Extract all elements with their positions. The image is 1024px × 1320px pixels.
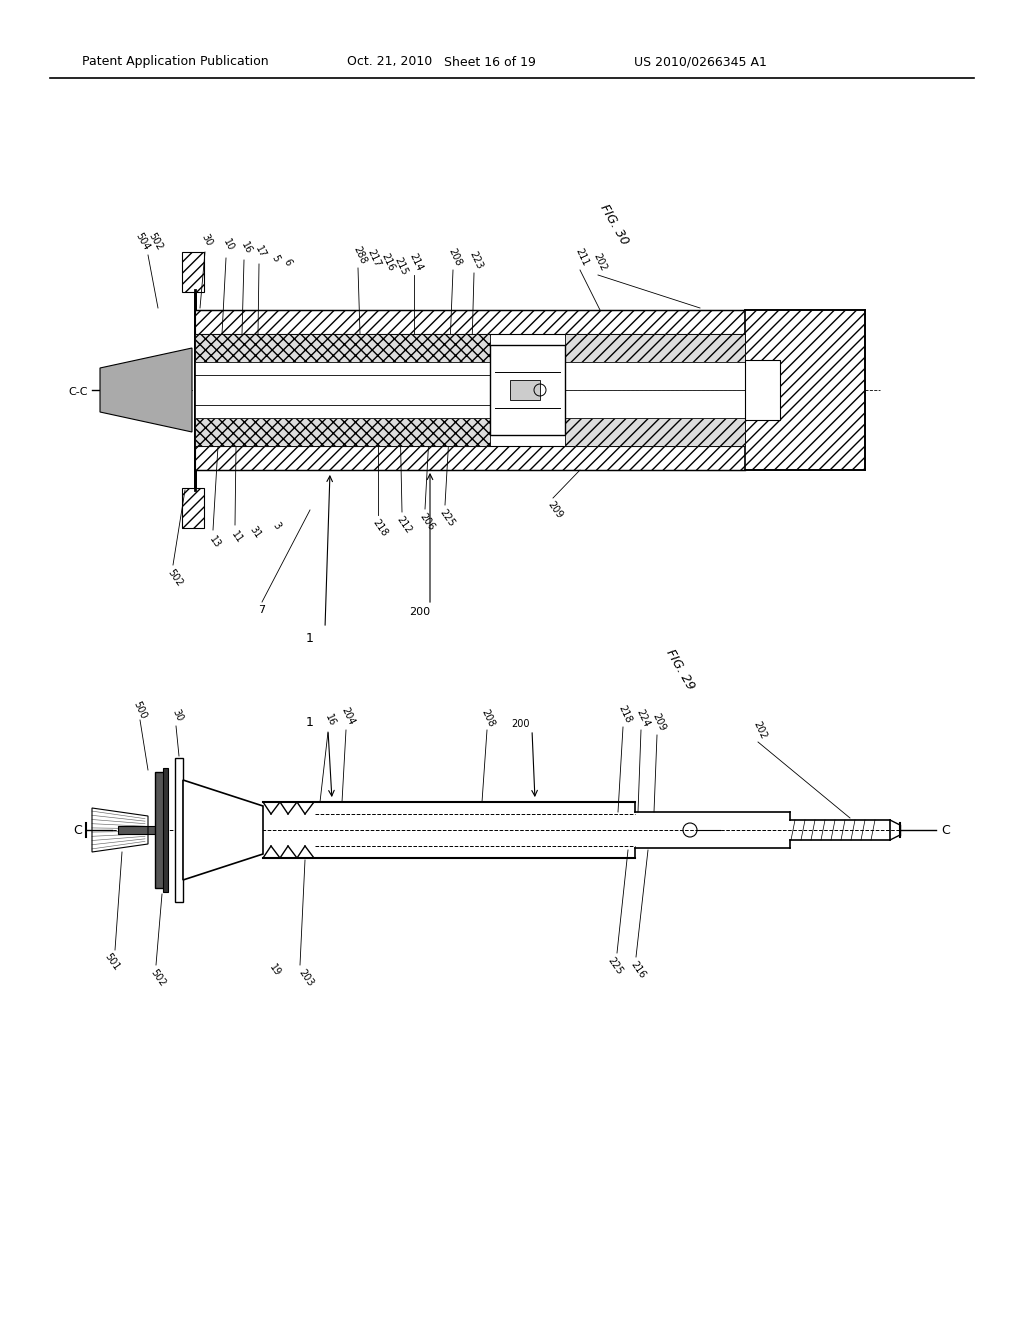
Bar bbox=[195, 446, 745, 470]
Text: 203: 203 bbox=[297, 968, 315, 989]
Text: 202: 202 bbox=[592, 251, 608, 272]
Text: 216: 216 bbox=[629, 960, 647, 981]
Text: 288: 288 bbox=[351, 244, 369, 265]
Bar bbox=[565, 389, 745, 418]
Text: C-C: C-C bbox=[69, 387, 88, 397]
Text: 225: 225 bbox=[437, 507, 457, 528]
Text: 215: 215 bbox=[392, 256, 410, 277]
Bar bbox=[163, 768, 168, 892]
Text: 225: 225 bbox=[605, 956, 625, 977]
Text: 202: 202 bbox=[752, 719, 768, 741]
Text: 11: 11 bbox=[229, 529, 245, 545]
Bar bbox=[118, 826, 165, 834]
Text: 31: 31 bbox=[248, 524, 262, 540]
Text: 16: 16 bbox=[239, 240, 253, 256]
Text: FIG. 30: FIG. 30 bbox=[597, 202, 631, 248]
Text: Oct. 21, 2010: Oct. 21, 2010 bbox=[347, 55, 432, 69]
Text: 502: 502 bbox=[146, 231, 164, 252]
Text: 223: 223 bbox=[468, 249, 484, 271]
Bar bbox=[565, 362, 745, 389]
Bar bbox=[175, 758, 183, 902]
Text: 19: 19 bbox=[267, 962, 283, 978]
Text: 500: 500 bbox=[131, 700, 148, 721]
Text: 7: 7 bbox=[258, 605, 265, 615]
Text: 502: 502 bbox=[166, 568, 184, 589]
Bar bbox=[510, 380, 540, 400]
Bar bbox=[745, 360, 780, 420]
Text: 501: 501 bbox=[102, 952, 122, 973]
Bar bbox=[490, 345, 565, 436]
Text: 218: 218 bbox=[371, 517, 389, 539]
Text: C: C bbox=[942, 824, 950, 837]
Bar bbox=[155, 772, 165, 888]
Text: Sheet 16 of 19: Sheet 16 of 19 bbox=[444, 55, 536, 69]
Text: 224: 224 bbox=[635, 708, 651, 729]
Bar bbox=[182, 488, 204, 528]
Text: 208: 208 bbox=[446, 247, 464, 268]
Bar bbox=[565, 334, 745, 362]
Text: 204: 204 bbox=[340, 705, 356, 726]
Text: 13: 13 bbox=[208, 535, 222, 550]
Text: US 2010/0266345 A1: US 2010/0266345 A1 bbox=[634, 55, 766, 69]
Text: 16: 16 bbox=[323, 713, 337, 727]
Bar bbox=[745, 310, 865, 470]
Text: 214: 214 bbox=[408, 252, 424, 272]
Text: 504: 504 bbox=[133, 231, 151, 252]
Polygon shape bbox=[100, 348, 193, 432]
Bar bbox=[195, 334, 490, 362]
Text: 3: 3 bbox=[271, 520, 283, 532]
Text: 216: 216 bbox=[380, 252, 396, 272]
Text: 212: 212 bbox=[394, 515, 414, 536]
Text: 1: 1 bbox=[306, 715, 314, 729]
Bar bbox=[195, 362, 490, 418]
Text: 209: 209 bbox=[546, 499, 564, 520]
Text: 502: 502 bbox=[148, 968, 168, 989]
Text: 5: 5 bbox=[269, 253, 281, 263]
Text: 206: 206 bbox=[418, 512, 436, 532]
Text: Patent Application Publication: Patent Application Publication bbox=[82, 55, 268, 69]
Text: 30: 30 bbox=[200, 232, 214, 248]
Polygon shape bbox=[183, 780, 263, 880]
Text: 208: 208 bbox=[479, 708, 497, 729]
Bar bbox=[182, 252, 204, 292]
Text: 200: 200 bbox=[511, 719, 529, 729]
Bar bbox=[195, 310, 745, 334]
Text: 17: 17 bbox=[254, 244, 268, 260]
Text: FIG. 29: FIG. 29 bbox=[664, 647, 696, 693]
Text: 10: 10 bbox=[221, 238, 236, 252]
Text: C: C bbox=[74, 824, 82, 837]
Text: 1: 1 bbox=[306, 631, 314, 644]
Text: 211: 211 bbox=[573, 247, 591, 268]
Text: 209: 209 bbox=[650, 711, 668, 733]
Text: 218: 218 bbox=[616, 704, 634, 725]
Bar bbox=[565, 418, 745, 446]
Text: 30: 30 bbox=[171, 708, 185, 722]
Text: 200: 200 bbox=[410, 607, 430, 616]
Bar bbox=[195, 418, 490, 446]
Text: 6: 6 bbox=[282, 257, 293, 267]
Text: 217: 217 bbox=[366, 247, 383, 268]
